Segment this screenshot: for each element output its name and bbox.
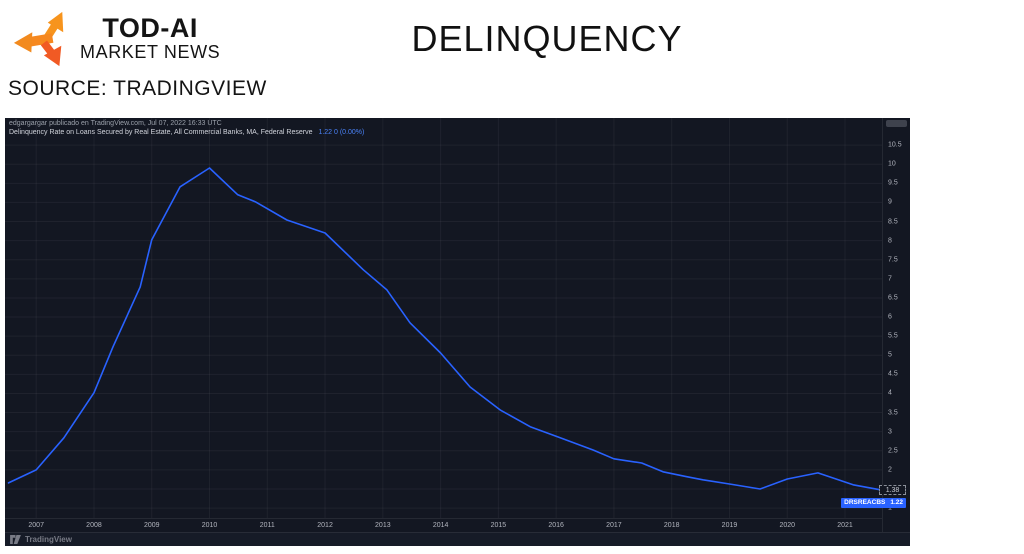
y-tick-label: 3 [888, 428, 892, 436]
y-tick-label: 3.5 [888, 409, 898, 417]
x-tick-label: 2016 [548, 522, 564, 529]
logo-title: TOD-AI [102, 13, 198, 44]
price-axis[interactable]: 10.5 10 9.5 9 8.5 8 7.5 7 6.5 6 5.5 5 4.5 4 3.5 3 2.5 2 1 [882, 118, 910, 532]
x-tick-label: 2018 [663, 522, 680, 529]
y-tick-label: 1 [888, 504, 892, 512]
grid-lines [5, 118, 882, 518]
x-tick-label: 2010 [201, 522, 218, 529]
x-tick-label: 2020 [779, 522, 796, 529]
y-tick-label: 4.5 [888, 370, 898, 378]
y-tick-label: 5.5 [888, 332, 898, 340]
tradingview-logo-icon [10, 535, 21, 544]
series-title: Delinquency Rate on Loans Secured by Rea… [9, 129, 313, 136]
y-tick-label: 2 [888, 466, 892, 474]
watermark-text: TradingView [25, 535, 72, 544]
y-tick-label: 7 [888, 275, 892, 283]
chart-plot-area[interactable] [5, 118, 882, 518]
series-price-badge: DRSREACBS 1.22 [841, 497, 906, 508]
y-tick-label: 9 [888, 198, 892, 206]
price-line-label: 1.38 [879, 484, 906, 495]
y-tick-label: 7.5 [888, 256, 898, 264]
y-tick-label: 8 [888, 237, 892, 245]
logo-text: TOD-AI MARKET NEWS [80, 15, 220, 63]
y-tick-label: 2.5 [888, 447, 898, 455]
logo-subtitle: MARKET NEWS [80, 42, 221, 63]
publish-line: edgargargar publicado en TradingView.com… [9, 120, 222, 127]
x-tick-label: 2021 [837, 522, 853, 529]
y-tick-label: 10 [888, 160, 896, 168]
x-tick-label: 2012 [317, 522, 333, 529]
y-tick-label: 6 [888, 313, 892, 321]
page-title: DELINQUENCY [411, 18, 683, 59]
x-tick-label: 2013 [375, 522, 391, 529]
badge-ticker: DRSREACBS [844, 498, 886, 506]
tod-ai-logo-icon [13, 11, 64, 67]
time-axis[interactable]: 2007 2008 2009 2010 2011 2012 2013 2014 2015 2016… [5, 518, 882, 532]
y-tick-label: 9.5 [888, 179, 898, 187]
x-tick-label: 2009 [143, 522, 160, 529]
y-tick-label: 8.5 [888, 218, 898, 226]
x-tick-label: 2015 [490, 522, 507, 529]
x-tick-label: 2007 [28, 522, 44, 529]
source-line: SOURCE: TRADINGVIEW [8, 77, 267, 100]
x-tick-label: 2008 [86, 522, 102, 529]
chart-legend[interactable]: Delinquency Rate on Loans Secured by Rea… [9, 129, 364, 136]
delinquency-line [7, 167, 881, 491]
tradingview-chart: edgargargar publicado en TradingView.com… [5, 118, 910, 546]
y-tick-label: 4 [888, 389, 892, 397]
logo: TOD-AI MARKET NEWS [10, 8, 260, 70]
badge-value: 1.22 [890, 498, 903, 506]
watermark-bar: TradingView [5, 532, 910, 546]
x-tick-label: 2017 [606, 522, 622, 529]
y-tick-label: 6.5 [888, 294, 898, 302]
x-tick-label: 2014 [432, 522, 449, 529]
x-tick-label: 2019 [721, 522, 738, 529]
x-tick-label: 2011 [259, 522, 275, 529]
y-tick-label: 10.5 [888, 141, 902, 149]
y-tick-label: 5 [888, 351, 892, 359]
axis-settings-button[interactable] [886, 120, 907, 127]
series-value: 1.22 0 (0.00%) [318, 129, 365, 136]
